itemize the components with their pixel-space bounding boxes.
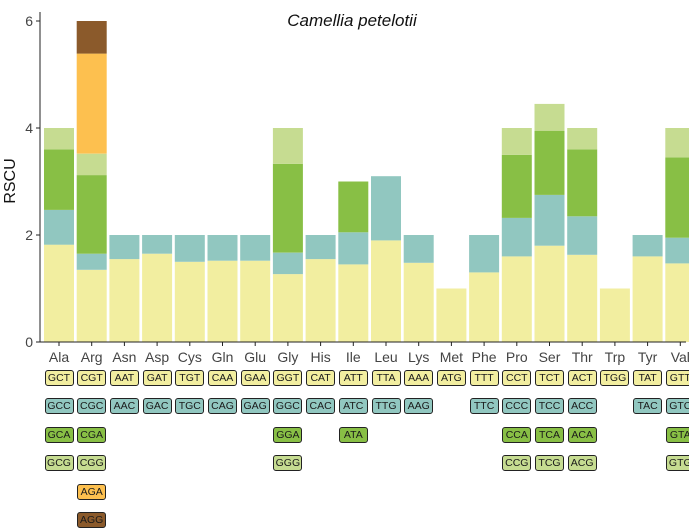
bar-segment-val-4	[665, 128, 689, 158]
bar-segment-arg-2	[76, 253, 107, 270]
y-ticks: 0 2 4 6	[25, 13, 40, 350]
y-tick-label: 0	[25, 334, 33, 350]
x-tick-label-val: Val	[671, 349, 689, 365]
bar-segment-gln-2	[207, 235, 238, 261]
bar-segment-ile-2	[338, 232, 369, 265]
x-tick-label-asp: Asp	[145, 349, 169, 365]
bar-segment-ala-4	[44, 128, 74, 150]
x-tick-label-met: Met	[440, 349, 463, 365]
x-tick-label-arg: Arg	[81, 349, 103, 365]
bar-segment-gln-1	[207, 260, 238, 342]
bar-segment-tyr-2	[632, 235, 663, 257]
bar-segment-ser-3	[534, 130, 565, 195]
y-tick-label: 6	[25, 13, 33, 29]
bar-segment-phe-2	[469, 235, 500, 273]
bar-segment-thr-4	[567, 128, 598, 150]
x-tick-label-asn: Asn	[112, 349, 136, 365]
bar-segment-ser-1	[534, 245, 565, 342]
bar-segment-gly-3	[272, 163, 303, 253]
bar-segment-his-1	[305, 259, 336, 342]
bar-segment-ala-3	[44, 149, 74, 210]
chart-title: Camellia petelotii	[287, 11, 418, 30]
bars-layer	[44, 21, 689, 343]
bar-segment-thr-3	[567, 149, 598, 217]
bar-segment-ala-2	[44, 209, 74, 245]
bar-segment-leu-2	[371, 176, 401, 241]
x-tick-label-gly: Gly	[277, 349, 298, 365]
bar-segment-ser-2	[534, 194, 565, 246]
bar-segment-thr-2	[567, 216, 598, 255]
y-tick-label: 2	[25, 227, 33, 243]
bar-segment-arg-5	[76, 53, 107, 154]
bar-segment-pro-3	[501, 154, 532, 218]
bar-segment-val-2	[665, 237, 689, 264]
bar-segment-ser-4	[534, 103, 565, 131]
bar-segment-asp-1	[142, 253, 173, 342]
x-tick-label-thr: Thr	[572, 349, 593, 365]
bar-segment-thr-1	[567, 254, 598, 342]
x-tick-label-ala: Ala	[49, 349, 69, 365]
y-axis-label: RSCU	[2, 158, 19, 203]
bar-segment-val-1	[665, 263, 689, 342]
x-tick-label-pro: Pro	[506, 349, 528, 365]
bar-segment-met-1	[436, 288, 467, 342]
x-tick-label-trp: Trp	[605, 349, 626, 365]
bar-segment-glu-2	[240, 235, 271, 261]
x-tick-label-gln: Gln	[212, 349, 234, 365]
bar-segment-asn-1	[109, 259, 140, 342]
x-tick-label-tyr: Tyr	[638, 349, 658, 365]
x-tick-label-leu: Leu	[374, 349, 397, 365]
bar-segment-gly-2	[272, 252, 303, 275]
bar-segment-his-2	[305, 235, 336, 260]
bar-segment-leu-1	[371, 240, 401, 342]
bar-segment-trp-1	[599, 288, 630, 342]
x-tick-label-ser: Ser	[539, 349, 561, 365]
bar-segment-arg-3	[76, 175, 107, 254]
bar-segment-ala-1	[44, 244, 74, 342]
x-tick-label-ile: Ile	[346, 349, 361, 365]
bar-segment-glu-1	[240, 260, 271, 342]
bar-segment-tyr-1	[632, 256, 663, 342]
bar-segment-gly-1	[272, 274, 303, 342]
bar-segment-gly-4	[272, 128, 303, 164]
bar-segment-pro-4	[501, 128, 532, 155]
bar-segment-lys-1	[403, 262, 434, 342]
bar-segment-cys-2	[174, 235, 205, 262]
bar-segment-phe-1	[469, 272, 500, 342]
x-tick-label-glu: Glu	[244, 349, 266, 365]
bar-segment-lys-2	[403, 235, 434, 263]
x-tick-label-his: His	[310, 349, 330, 365]
bar-segment-asp-2	[142, 235, 173, 254]
x-tick-label-cys: Cys	[178, 349, 202, 365]
x-ticks: Ala Arg Asn Asp Cys Gln Glu Gly His Ile Leu Lys Met P…	[49, 342, 689, 365]
bar-segment-arg-1	[76, 269, 107, 342]
bar-segment-pro-2	[501, 217, 532, 257]
bar-segment-pro-1	[501, 256, 532, 342]
bar-segment-ile-1	[338, 264, 369, 342]
bar-segment-asn-2	[109, 235, 140, 260]
bar-segment-arg-6	[76, 21, 107, 54]
y-tick-label: 4	[25, 120, 33, 136]
x-tick-label-phe: Phe	[472, 349, 497, 365]
bar-segment-val-3	[665, 157, 689, 238]
bar-segment-ile-3	[338, 181, 369, 233]
bar-segment-cys-1	[174, 261, 205, 343]
bar-segment-arg-4	[76, 153, 107, 176]
x-tick-label-lys: Lys	[408, 349, 429, 365]
